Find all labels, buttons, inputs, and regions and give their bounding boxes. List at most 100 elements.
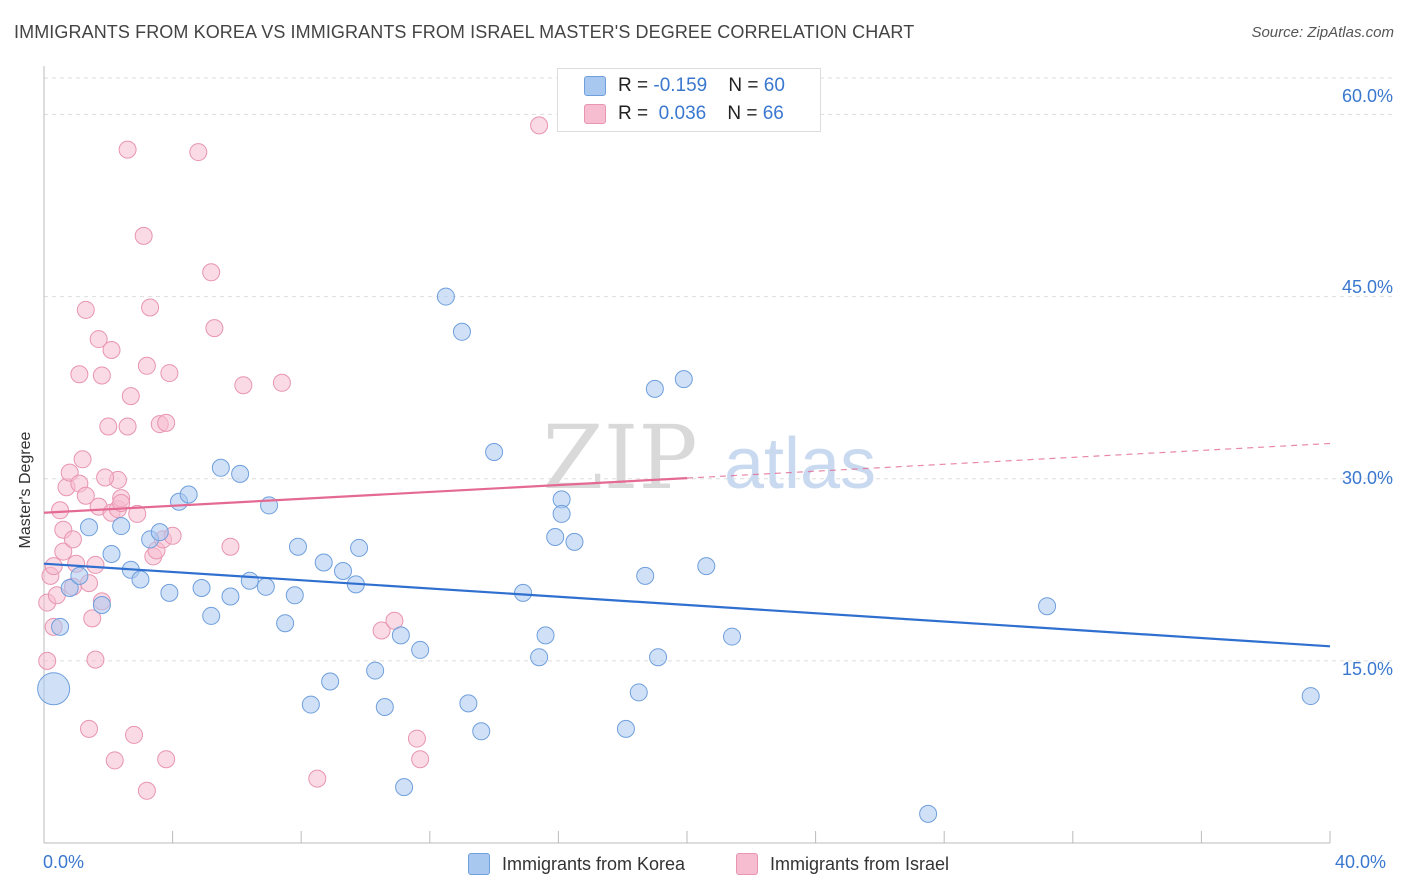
- israel-point: [83, 609, 102, 628]
- korea-point: [160, 583, 179, 602]
- korea-point: [37, 672, 71, 706]
- israel-point: [105, 751, 124, 770]
- korea-point: [321, 672, 340, 691]
- israel-point: [411, 750, 430, 769]
- korea-point: [350, 538, 369, 557]
- axes: [43, 66, 1331, 844]
- korea-point: [919, 804, 938, 823]
- legend-text-korea: R = -0.159 N = 60: [618, 75, 785, 97]
- korea-point: [333, 562, 352, 580]
- israel-point: [121, 387, 140, 406]
- korea-point: [723, 627, 742, 646]
- chart-title: IMMIGRANTS FROM KOREA VS IMMIGRANTS FROM…: [14, 22, 915, 42]
- korea-point: [395, 778, 414, 797]
- israel-point: [234, 376, 253, 395]
- korea-point: [514, 583, 533, 602]
- korea-point: [179, 485, 198, 504]
- israel-point: [80, 719, 99, 738]
- legend-n-value-korea: 60: [763, 75, 785, 96]
- korea-point: [51, 617, 70, 636]
- korea-point: [536, 626, 555, 645]
- israel-trendline-solid: [43, 477, 688, 514]
- bottom-legend-israel: Immigrants from Israel: [736, 851, 949, 877]
- israel-point: [189, 143, 208, 162]
- korea-point: [552, 504, 571, 523]
- israel-point: [102, 341, 121, 359]
- korea-point: [436, 287, 455, 306]
- korea-point: [546, 528, 565, 546]
- korea-point: [485, 443, 504, 461]
- israel-point: [118, 417, 137, 436]
- korea-point: [616, 719, 635, 738]
- israel-point: [54, 542, 73, 561]
- israel-point: [99, 417, 118, 436]
- y-tick-label: 15.0%: [1341, 659, 1393, 679]
- korea-point: [221, 587, 240, 606]
- bottom-legend-label-israel: Immigrants from Israel: [770, 853, 950, 874]
- israel-point: [308, 769, 327, 788]
- korea-point: [530, 648, 549, 667]
- korea-point: [411, 640, 430, 659]
- korea-point: [256, 577, 275, 596]
- israel-point: [51, 501, 70, 520]
- israel-point: [96, 468, 115, 487]
- korea-point: [285, 586, 304, 605]
- israel-point: [86, 650, 105, 669]
- korea-point: [231, 464, 250, 483]
- israel-point: [63, 530, 82, 549]
- israel-point: [137, 356, 156, 375]
- bottom-legend-korea: Immigrants from Korea: [468, 851, 685, 877]
- korea-point: [202, 606, 221, 625]
- x-tick-label-max: 40.0%: [1335, 852, 1387, 872]
- israel-point: [73, 450, 92, 469]
- korea-point: [240, 571, 259, 590]
- korea-point: [1038, 597, 1057, 616]
- israel-point: [205, 319, 224, 338]
- israel-point: [134, 226, 153, 245]
- korea-point: [112, 517, 131, 536]
- korea-point: [1301, 687, 1320, 706]
- legend-text-israel: R = 0.036 N = 66: [618, 103, 784, 125]
- korea-point: [276, 614, 295, 633]
- israel-point: [92, 366, 111, 385]
- israel-point: [202, 263, 221, 282]
- korea-point: [60, 579, 79, 597]
- korea-trendline-solid: [43, 562, 1331, 648]
- korea-point: [150, 523, 169, 542]
- legend-n-value-israel: 66: [762, 103, 784, 124]
- israel-point: [70, 365, 89, 384]
- israel-point: [38, 651, 57, 670]
- israel-point: [128, 504, 147, 523]
- korea-point: [314, 553, 333, 572]
- legend-r-value-korea: -0.159: [653, 75, 708, 96]
- korea-point: [636, 566, 655, 585]
- legend-n-label: N =: [727, 103, 763, 124]
- legend-n-label: N =: [728, 75, 764, 96]
- israel-point: [221, 537, 240, 556]
- israel-point: [530, 116, 549, 135]
- watermark-zip: ZIP: [542, 406, 697, 509]
- korea-point: [697, 557, 716, 576]
- bottom-legend-swatch-korea: [468, 853, 490, 875]
- legend-r-label: R =: [618, 75, 654, 96]
- israel-point: [89, 330, 108, 349]
- korea-point: [452, 322, 471, 341]
- korea-point: [629, 683, 648, 702]
- y-tick-label: 45.0%: [1341, 277, 1393, 297]
- korea-point: [366, 661, 385, 680]
- watermark: ZIP atlas: [542, 406, 876, 509]
- korea-point: [211, 458, 230, 477]
- korea-point: [674, 370, 693, 389]
- korea-point: [472, 722, 491, 741]
- legend-r-value-israel: 0.036: [658, 103, 707, 124]
- korea-point: [565, 532, 584, 551]
- y-axis-label-wrap: Master's Degree: [6, 300, 46, 680]
- korea-point: [92, 596, 111, 614]
- israel-point: [272, 373, 291, 392]
- bottom-legend-swatch-israel: [736, 853, 758, 875]
- legend-swatch-korea: [584, 76, 606, 96]
- korea-point: [288, 537, 307, 556]
- y-tick-label: 30.0%: [1341, 468, 1393, 488]
- israel-point: [141, 298, 160, 317]
